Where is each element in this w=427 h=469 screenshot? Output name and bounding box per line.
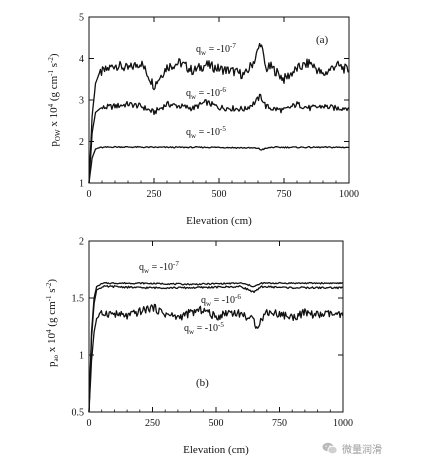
watermark: 微量润滑 xyxy=(322,441,382,456)
x-tick-label-b-1: 250 xyxy=(145,418,160,429)
x-tick-label-a-0: 0 xyxy=(87,189,92,200)
y-axis-label-a: pOW x 104 (g cm-1 s-2) xyxy=(47,53,62,147)
series-line-a-1 xyxy=(88,42,350,184)
series-label-a-2: qw = -10-6 xyxy=(186,86,226,101)
panel-label-b: (b) xyxy=(196,377,209,389)
x-tick-label-a-2: 500 xyxy=(212,189,227,200)
x-tick-label-b-3: 750 xyxy=(272,418,287,429)
y-tick-label-a-0: 1 xyxy=(79,179,84,190)
panel-b: 0 250 500 750 1000 0.5 1 1.5 2 (b) qw = -10-7 qw… xyxy=(45,237,353,457)
x-tick-label-a-3: 750 xyxy=(277,189,292,200)
lines-a xyxy=(88,42,350,184)
y-tick-label-a-1: 2 xyxy=(79,137,84,148)
wechat-icon xyxy=(322,442,338,455)
series-line-b-2 xyxy=(88,285,344,413)
plot-frame-a xyxy=(88,16,350,184)
x-tick-label-a-4: 1000 xyxy=(339,189,359,200)
y-tick-label-a-2: 3 xyxy=(79,96,84,107)
series-label-b-3: qw = -10-5 xyxy=(184,321,224,336)
x-tick-label-a-1: 250 xyxy=(147,189,162,200)
series-label-b-2: qw = -10-6 xyxy=(201,293,241,308)
series-line-b-1 xyxy=(88,281,344,413)
y-tick-label-b-0: 0.5 xyxy=(72,408,85,419)
panel-a: 0 250 500 750 1000 1 2 3 4 5 (a) qw = -10-7 qw = … xyxy=(47,13,359,228)
y-tick-label-a-4: 5 xyxy=(79,13,84,24)
watermark-text: 微量润滑 xyxy=(342,445,382,456)
x-axis-label-b: Elevation (cm) xyxy=(183,444,249,456)
ticks-b: 0 250 500 750 1000 0.5 1 1.5 2 xyxy=(72,237,354,430)
x-tick-label-b-0: 0 xyxy=(87,418,92,429)
y-tick-label-a-3: 4 xyxy=(79,54,84,65)
series-label-b-1: qw = -10-7 xyxy=(139,260,179,275)
y-tick-label-b-2: 1.5 xyxy=(72,294,85,305)
y-tick-label-b-1: 1 xyxy=(79,351,84,362)
y-axis-label-b: pao x 104 (g cm-1 s-2) xyxy=(45,279,60,367)
x-tick-label-b-4: 1000 xyxy=(333,418,353,429)
x-tick-label-b-2: 500 xyxy=(209,418,224,429)
series-label-a-1: qw = -10-7 xyxy=(196,42,236,57)
series-line-b-3 xyxy=(88,303,344,413)
series-line-a-3 xyxy=(88,145,350,184)
series-label-a-3: qw = -10-5 xyxy=(186,125,226,140)
series-line-a-2 xyxy=(88,93,350,184)
lines-b xyxy=(88,281,344,413)
y-tick-label-b-3: 2 xyxy=(79,237,84,248)
panel-label-a: (a) xyxy=(316,34,329,46)
x-axis-label-a: Elevation (cm) xyxy=(186,215,252,227)
